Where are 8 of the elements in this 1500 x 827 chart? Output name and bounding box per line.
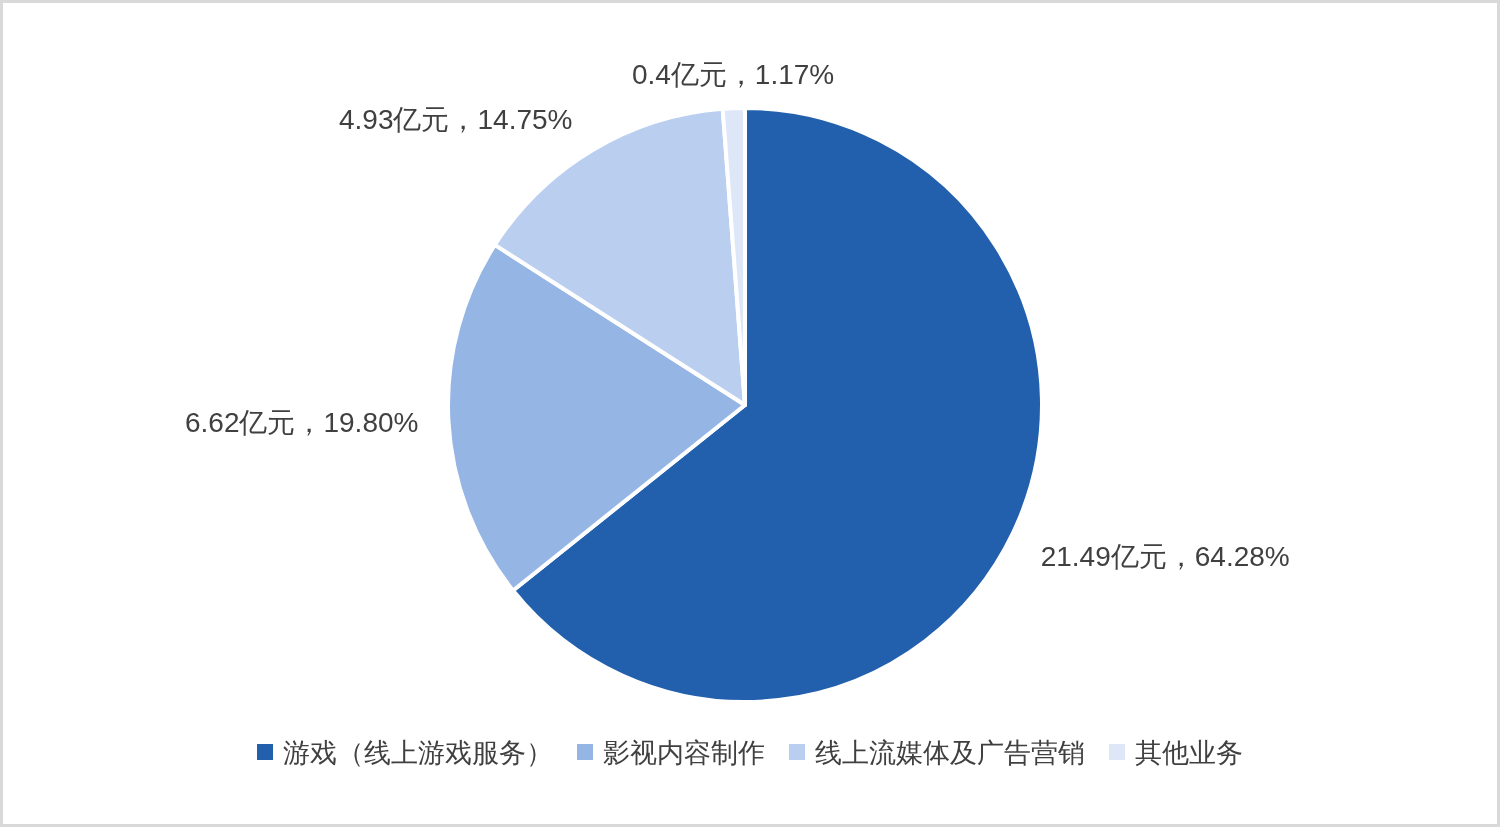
legend-label: 其他业务: [1135, 737, 1243, 768]
data-label: 6.62亿元，19.80%: [184, 406, 419, 438]
data-label: 21.49亿元，64.28%: [1040, 541, 1290, 573]
data-label: 0.4亿元，1.17%: [631, 59, 835, 91]
legend-label: 线上流媒体及广告营销: [815, 737, 1085, 768]
legend-label: 游戏（线上游戏服务）: [283, 737, 553, 768]
legend-label: 影视内容制作: [603, 737, 765, 768]
data-label: 4.93亿元，14.75%: [339, 103, 573, 135]
